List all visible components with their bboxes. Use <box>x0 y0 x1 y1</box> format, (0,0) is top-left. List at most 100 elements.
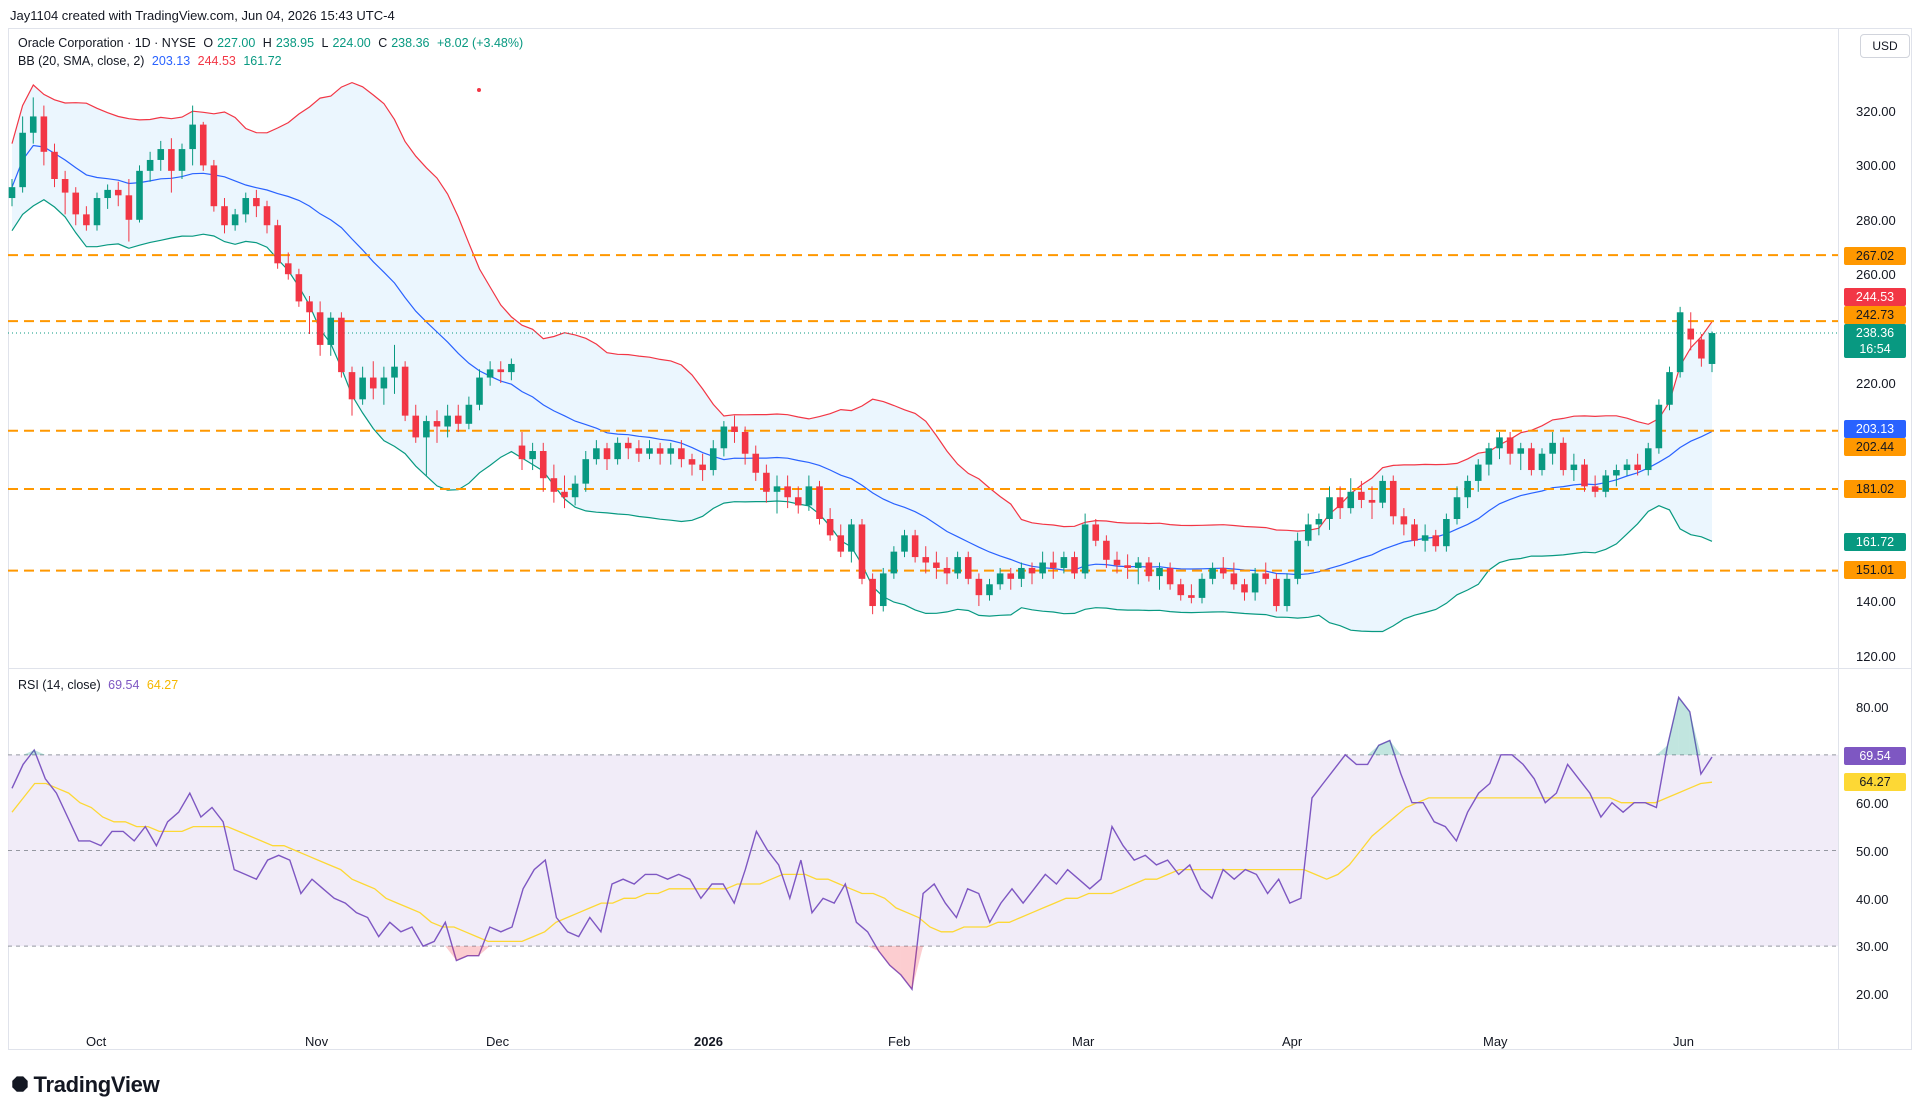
candle-body <box>157 149 165 160</box>
candle-body <box>1634 464 1641 471</box>
candle-body <box>699 464 706 471</box>
candle-body <box>1400 516 1408 525</box>
bb-legend[interactable]: BB (20, SMA, close, 2) 203.13 244.53 161… <box>18 54 286 68</box>
candle-body <box>879 573 887 607</box>
rsi-tick: 50.00 <box>1856 844 1889 859</box>
rsi-tick: 40.00 <box>1856 892 1889 907</box>
chart-frame <box>8 28 1912 1050</box>
rsi-overbought-fill <box>1667 697 1679 755</box>
candle-body <box>1538 453 1546 471</box>
bb-basis-line <box>11 144 1713 576</box>
candle-body <box>51 151 58 179</box>
rsi-legend[interactable]: RSI (14, close) 69.54 64.27 <box>18 678 182 692</box>
candle-body <box>529 451 536 460</box>
level-tag-181: 181.02 <box>1844 480 1906 498</box>
rsi-tag: 69.54 <box>1844 747 1906 765</box>
candle-body <box>1156 567 1163 577</box>
bb-basis-tag: 203.13 <box>1844 420 1906 438</box>
candle-body <box>1336 497 1344 509</box>
candle-body <box>954 557 961 574</box>
candle-body <box>348 372 356 400</box>
candle-body <box>816 486 823 519</box>
candle-body <box>1071 557 1078 574</box>
candle-body <box>943 567 951 574</box>
bb-name: BB (20, SMA, close, 2) <box>18 54 145 68</box>
rsi-oversold-fill <box>912 946 924 990</box>
candle-body <box>1496 437 1503 449</box>
candle-body <box>741 431 749 454</box>
candle-body <box>1347 491 1355 509</box>
candle-body <box>93 198 101 226</box>
price-axis[interactable] <box>1838 28 1913 1050</box>
candle-body <box>1421 535 1429 541</box>
high-label: H <box>262 36 272 50</box>
close-label: C <box>378 36 388 50</box>
candle-body <box>83 214 90 226</box>
last-price-value: 238.36 <box>1855 326 1895 340</box>
candle-body <box>603 448 611 460</box>
candle-body <box>794 497 802 506</box>
level-tag-243: 242.73 <box>1844 306 1906 324</box>
candle-body <box>1666 372 1673 405</box>
last-price-tag: 238.36 16:54 <box>1844 324 1906 358</box>
candle-body <box>433 421 441 427</box>
candle-body <box>1559 442 1567 471</box>
candle-body <box>1528 448 1535 471</box>
rsi-value: 69.54 <box>108 678 140 692</box>
rsi-oversold-fill <box>467 946 479 956</box>
low-value: 224.00 <box>332 36 371 50</box>
time-label: May <box>1483 1034 1508 1049</box>
price-tick: 220.00 <box>1856 376 1896 391</box>
candle-body <box>1241 584 1248 593</box>
candle-body <box>380 377 388 389</box>
candle-body <box>486 369 494 378</box>
candle-body <box>1474 464 1482 481</box>
candle-body <box>1251 573 1259 593</box>
candle-body <box>975 578 983 596</box>
time-label: Apr <box>1282 1034 1303 1049</box>
tradingview-logo[interactable]: ⯃ TradingView <box>12 1072 160 1098</box>
candle-body <box>1389 480 1397 517</box>
candle-body <box>61 179 69 193</box>
price-tick: 280.00 <box>1856 213 1896 228</box>
candle-body <box>1283 578 1291 607</box>
candle-body <box>189 124 196 150</box>
level-tag-151: 151.01 <box>1844 561 1906 579</box>
candle-body <box>412 415 420 438</box>
candle-body <box>454 415 462 424</box>
candle-body <box>359 377 366 400</box>
currency-button[interactable]: USD <box>1860 34 1910 58</box>
candle-body <box>858 524 866 579</box>
candle-body <box>1166 567 1174 585</box>
symbol-legend[interactable]: Oracle Corporation · 1D · NYSE O 227.00 H… <box>18 36 527 50</box>
low-label: L <box>321 36 329 50</box>
candle-body <box>624 442 632 449</box>
price-tick: 300.00 <box>1856 158 1896 173</box>
candle-body <box>1708 333 1716 364</box>
created-by-line: Jay1104 created with TradingView.com, Ju… <box>10 8 395 23</box>
candle-body <box>1644 448 1652 471</box>
candle-body <box>1081 524 1089 574</box>
candle-body <box>1379 480 1386 503</box>
candle-body <box>1453 497 1461 519</box>
candle-body <box>1103 540 1110 560</box>
candle-body <box>1060 557 1068 568</box>
candle-body <box>1124 565 1131 568</box>
rsi-overbought-fill <box>1367 745 1379 755</box>
candle-body <box>593 448 600 460</box>
candle-body <box>848 524 855 552</box>
candle-body <box>571 483 579 498</box>
chart-canvas[interactable] <box>0 0 1838 1050</box>
rsi-overbought-fill <box>1678 697 1690 755</box>
candle-body <box>1198 578 1206 598</box>
candle-body <box>890 551 898 574</box>
time-label: Mar <box>1072 1034 1095 1049</box>
rsi-name: RSI (14, close) <box>18 678 101 692</box>
candle-body <box>221 206 228 226</box>
candle-body <box>837 535 845 552</box>
candle-body <box>1262 573 1270 579</box>
rsi-oversold-fill <box>878 946 890 966</box>
pane-divider[interactable] <box>8 668 1912 669</box>
candle-body <box>29 116 37 133</box>
candle-body <box>1209 567 1216 579</box>
